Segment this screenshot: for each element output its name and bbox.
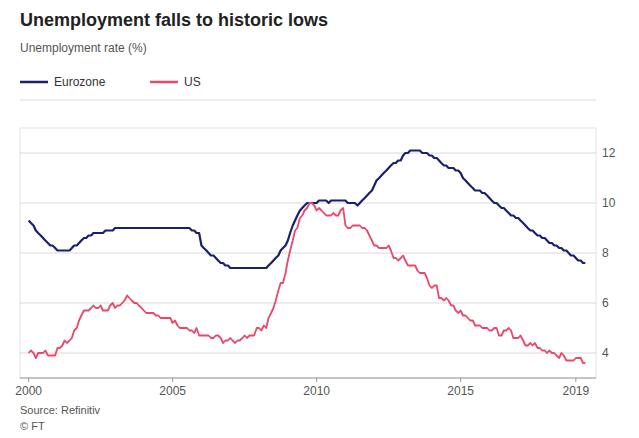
y-tick-label: 6 xyxy=(602,296,609,310)
x-tick xyxy=(575,378,576,382)
x-tick-label: 2015 xyxy=(447,384,474,398)
legend-label: US xyxy=(184,75,201,89)
legend-label: Eurozone xyxy=(54,75,106,89)
y-tick-label: 4 xyxy=(602,346,609,360)
series-line xyxy=(29,203,586,363)
legend: Eurozone US xyxy=(20,75,201,89)
series-group xyxy=(29,151,586,364)
annotation: Source: Refinitiv xyxy=(20,404,101,416)
grid-line xyxy=(20,253,596,254)
x-tick-label: 2019 xyxy=(562,384,589,398)
y-tick-label: 12 xyxy=(602,146,616,160)
legend-rule xyxy=(20,100,596,101)
y-tick-label: 10 xyxy=(602,196,616,210)
legend-swatch xyxy=(20,81,48,84)
x-tick-label: 2000 xyxy=(15,384,42,398)
footer: Source: Refinitiv © FT xyxy=(20,404,101,432)
x-axis-line xyxy=(20,378,596,379)
y-axis: 4 6 8 10 12 xyxy=(20,146,616,360)
grid-line xyxy=(20,353,596,354)
grid-line xyxy=(20,153,596,154)
legend-swatch xyxy=(150,81,178,84)
x-tick xyxy=(172,378,173,382)
annotation: © FT xyxy=(20,420,45,432)
subtitle: Unemployment rate (%) xyxy=(20,41,147,55)
x-tick xyxy=(316,378,317,382)
plot-frame xyxy=(20,128,596,378)
chart: Unemployment falls to historic lows Unemp… xyxy=(0,0,639,438)
x-tick xyxy=(460,378,461,382)
x-tick-label: 2010 xyxy=(303,384,330,398)
title: Unemployment falls to historic lows xyxy=(20,10,328,30)
grid-line xyxy=(20,303,596,304)
x-axis: 2000 2005 2010 2015 2019 xyxy=(15,378,596,398)
x-tick-label: 2005 xyxy=(159,384,186,398)
y-tick-label: 8 xyxy=(602,246,609,260)
x-tick xyxy=(28,378,29,382)
